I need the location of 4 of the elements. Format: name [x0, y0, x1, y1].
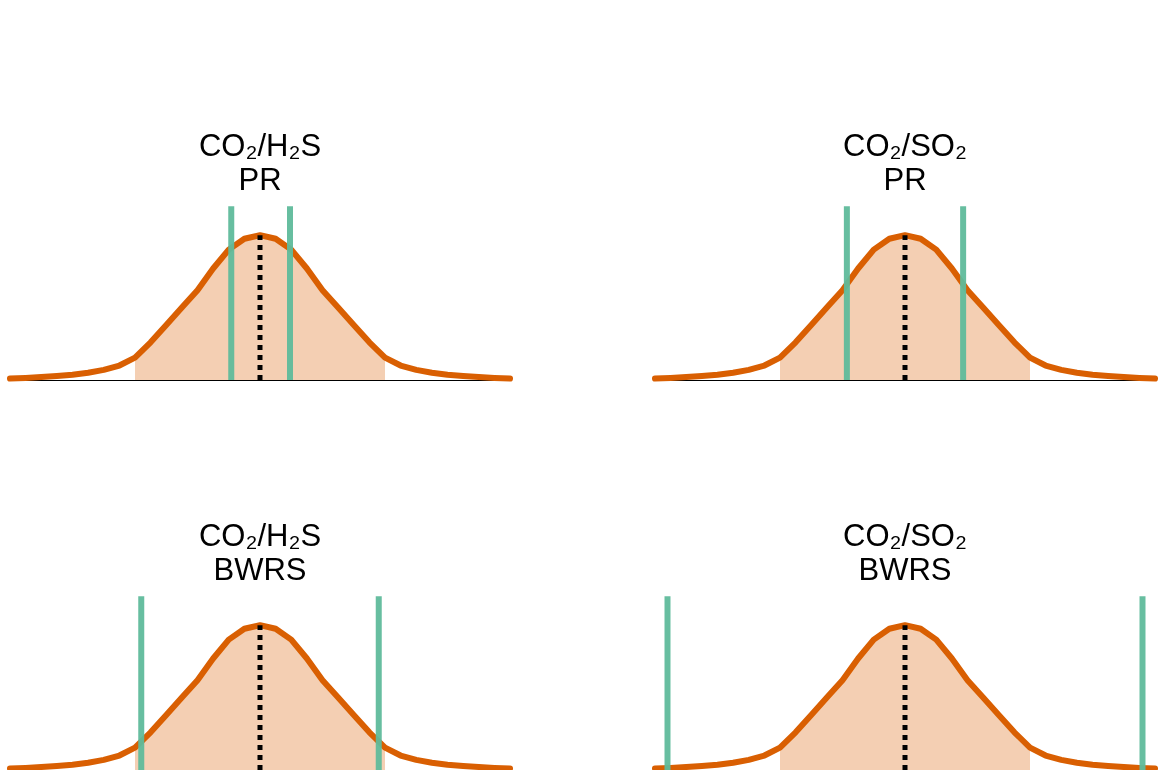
chart-title: CO₂/SO₂ PR — [843, 127, 967, 197]
chart-title: CO₂/H₂S BWRS — [198, 517, 322, 587]
chart-title: CO₂/SO₂ BWRS — [843, 517, 967, 587]
chart-title: CO₂/H₂S PR — [198, 127, 322, 197]
